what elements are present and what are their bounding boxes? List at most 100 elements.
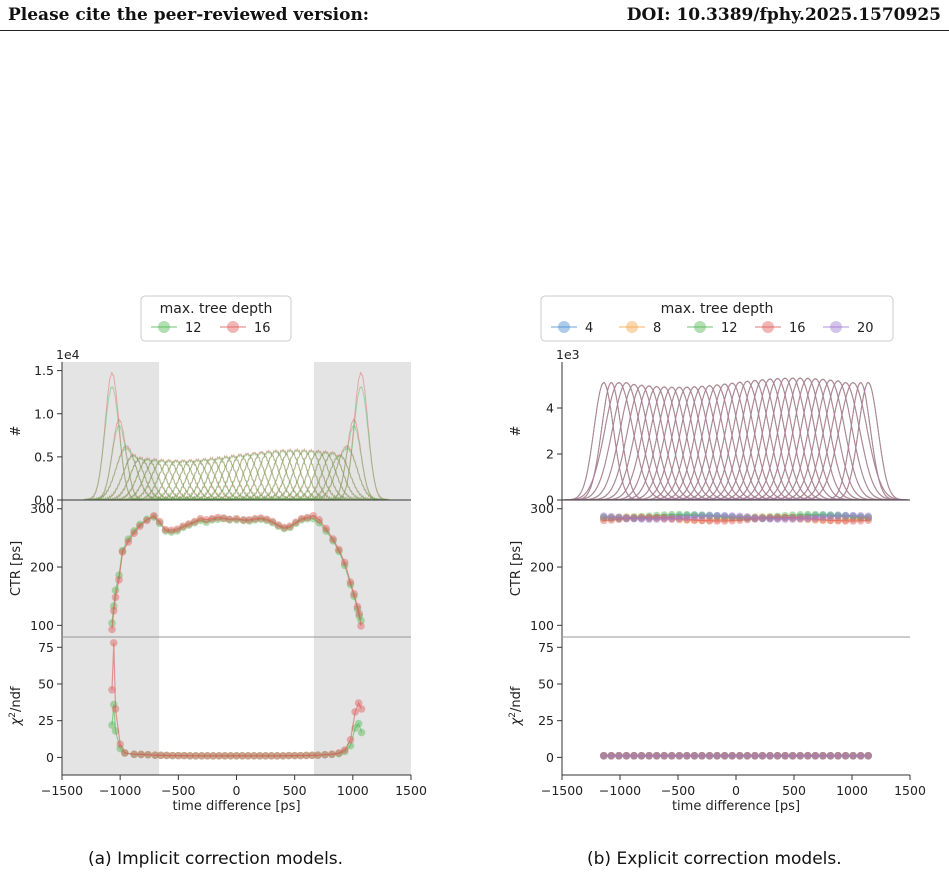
hist-curve — [213, 452, 296, 501]
data-point — [274, 521, 283, 529]
hist-curve — [829, 382, 908, 501]
data-point — [758, 514, 767, 522]
data-point — [357, 616, 365, 625]
data-point — [155, 517, 164, 526]
series-line — [111, 516, 362, 624]
data-point — [660, 511, 669, 519]
hist-curve — [578, 383, 690, 501]
data-point — [720, 511, 729, 520]
hist-curve — [585, 384, 698, 501]
data-point — [864, 751, 873, 760]
series-line — [603, 515, 869, 520]
hist-curve — [585, 384, 698, 501]
hist-curve — [638, 386, 751, 501]
hist-curve — [114, 457, 195, 502]
hist-curve — [623, 386, 735, 501]
data-point — [781, 515, 789, 524]
hist-curve — [608, 386, 721, 501]
data-point — [244, 751, 252, 760]
hist-curve — [829, 382, 908, 501]
data-point — [118, 548, 127, 556]
data-point — [208, 514, 216, 523]
data-point — [357, 622, 365, 630]
hist-curve — [564, 382, 643, 501]
data-point — [137, 750, 145, 759]
data-point — [683, 513, 691, 522]
y-tick-label: 100 — [30, 618, 54, 633]
data-point — [690, 513, 699, 521]
data-point — [262, 515, 271, 524]
data-point — [819, 513, 827, 522]
data-point — [219, 514, 228, 522]
legend-label: 8 — [653, 321, 661, 336]
hist-curve — [615, 386, 728, 501]
hist-curve — [646, 385, 758, 501]
data-point — [215, 751, 223, 760]
hist-curve — [234, 449, 317, 502]
hist-curve — [729, 377, 841, 501]
data-point — [735, 512, 744, 521]
hist-curve — [271, 448, 351, 502]
data-point — [109, 606, 118, 615]
hist-curve — [563, 381, 675, 501]
hist-curve — [615, 386, 728, 501]
hist-curve — [759, 377, 872, 501]
x-tick-label: 500 — [283, 783, 307, 798]
y-tick-label: 4 — [546, 401, 554, 416]
data-point — [599, 751, 608, 760]
legend-marker — [762, 321, 774, 333]
hist-curve — [653, 385, 766, 501]
hist-curve — [593, 385, 705, 501]
data-point — [315, 516, 323, 524]
hist-curve — [86, 444, 166, 502]
legend-label: 16 — [789, 321, 806, 336]
data-point — [796, 511, 805, 519]
data-point — [340, 746, 349, 754]
hist-curve — [744, 377, 856, 501]
data-point — [841, 751, 850, 760]
data-point — [197, 751, 206, 760]
data-point — [226, 751, 235, 760]
series-line — [603, 516, 869, 522]
hist-curve — [699, 379, 811, 501]
hist-curve — [93, 452, 174, 501]
data-point — [357, 705, 366, 713]
data-point — [599, 751, 608, 760]
data-point — [599, 512, 608, 520]
data-point — [161, 527, 170, 535]
data-point — [351, 708, 359, 716]
hist-curve — [570, 382, 682, 501]
hist-curve — [751, 377, 864, 501]
hist-curve — [206, 453, 289, 502]
y-axis-label: χ2/ndf — [8, 686, 24, 726]
data-point — [781, 751, 789, 760]
hist-curve — [601, 385, 713, 501]
y-tick-label: 0.5 — [34, 449, 54, 464]
hist-curve — [578, 383, 690, 501]
hist-curve — [84, 446, 168, 501]
hist-curve — [821, 382, 900, 501]
data-point — [637, 515, 646, 523]
caption-a: (a) Implicit correction models. — [88, 849, 344, 869]
hist-curve — [638, 385, 751, 501]
hist-curve — [141, 459, 224, 501]
data-point — [108, 721, 116, 729]
hist-curve — [83, 371, 140, 502]
data-point — [108, 686, 116, 694]
y-multiplier: 1e3 — [556, 347, 580, 362]
x-tick-label: 1500 — [894, 783, 926, 798]
hist-curve — [164, 457, 244, 502]
hist-curve — [721, 377, 834, 501]
legend-label: 16 — [254, 321, 271, 336]
hist-curve — [714, 378, 826, 501]
hist-curve — [683, 381, 796, 501]
data-point — [698, 512, 706, 521]
data-point — [108, 625, 116, 634]
header-rule — [0, 30, 949, 31]
x-axis-label: time difference [ps] — [172, 799, 300, 814]
hist-curve — [157, 457, 237, 502]
x-tick-label: 0 — [233, 783, 241, 798]
hist-curve — [683, 381, 796, 501]
data-point — [255, 751, 264, 760]
